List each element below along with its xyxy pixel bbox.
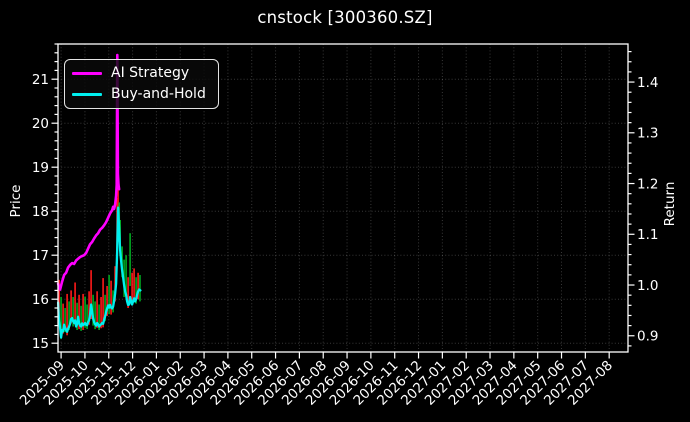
- return-tick-label: 1.3: [637, 126, 658, 142]
- return-tick-label: 1.2: [637, 176, 658, 192]
- price-tick-label: 17: [32, 248, 49, 264]
- buy-and-hold-swatch-icon: [72, 92, 102, 97]
- ai-strategy-swatch-icon: [72, 71, 102, 76]
- price-tick-label: 18: [32, 204, 49, 220]
- return-tick-label: 1.0: [637, 278, 658, 294]
- price-tick-label: 20: [32, 116, 49, 132]
- legend-item-buy-and-hold: Buy-and-Hold: [72, 85, 206, 104]
- price-tick-label: 21: [32, 72, 49, 88]
- legend-item-ai-strategy: AI Strategy: [72, 64, 206, 83]
- return-tick-label: 1.4: [637, 75, 658, 91]
- price-tick-label: 15: [32, 336, 49, 352]
- price-tick-label: 16: [32, 292, 49, 308]
- price-tick-label: 19: [32, 160, 49, 176]
- legend: AI Strategy Buy-and-Hold: [64, 59, 219, 109]
- ai-strategy-line: [56, 53, 121, 291]
- buy-and-hold-line: [56, 206, 142, 339]
- legend-label: Buy-and-Hold: [111, 86, 206, 102]
- plot-border: [57, 43, 629, 353]
- return-tick-label: 0.9: [637, 329, 658, 345]
- legend-label: AI Strategy: [111, 65, 190, 81]
- return-tick-label: 1.1: [637, 227, 658, 243]
- chart-title: cnstock [300360.SZ]: [257, 8, 433, 27]
